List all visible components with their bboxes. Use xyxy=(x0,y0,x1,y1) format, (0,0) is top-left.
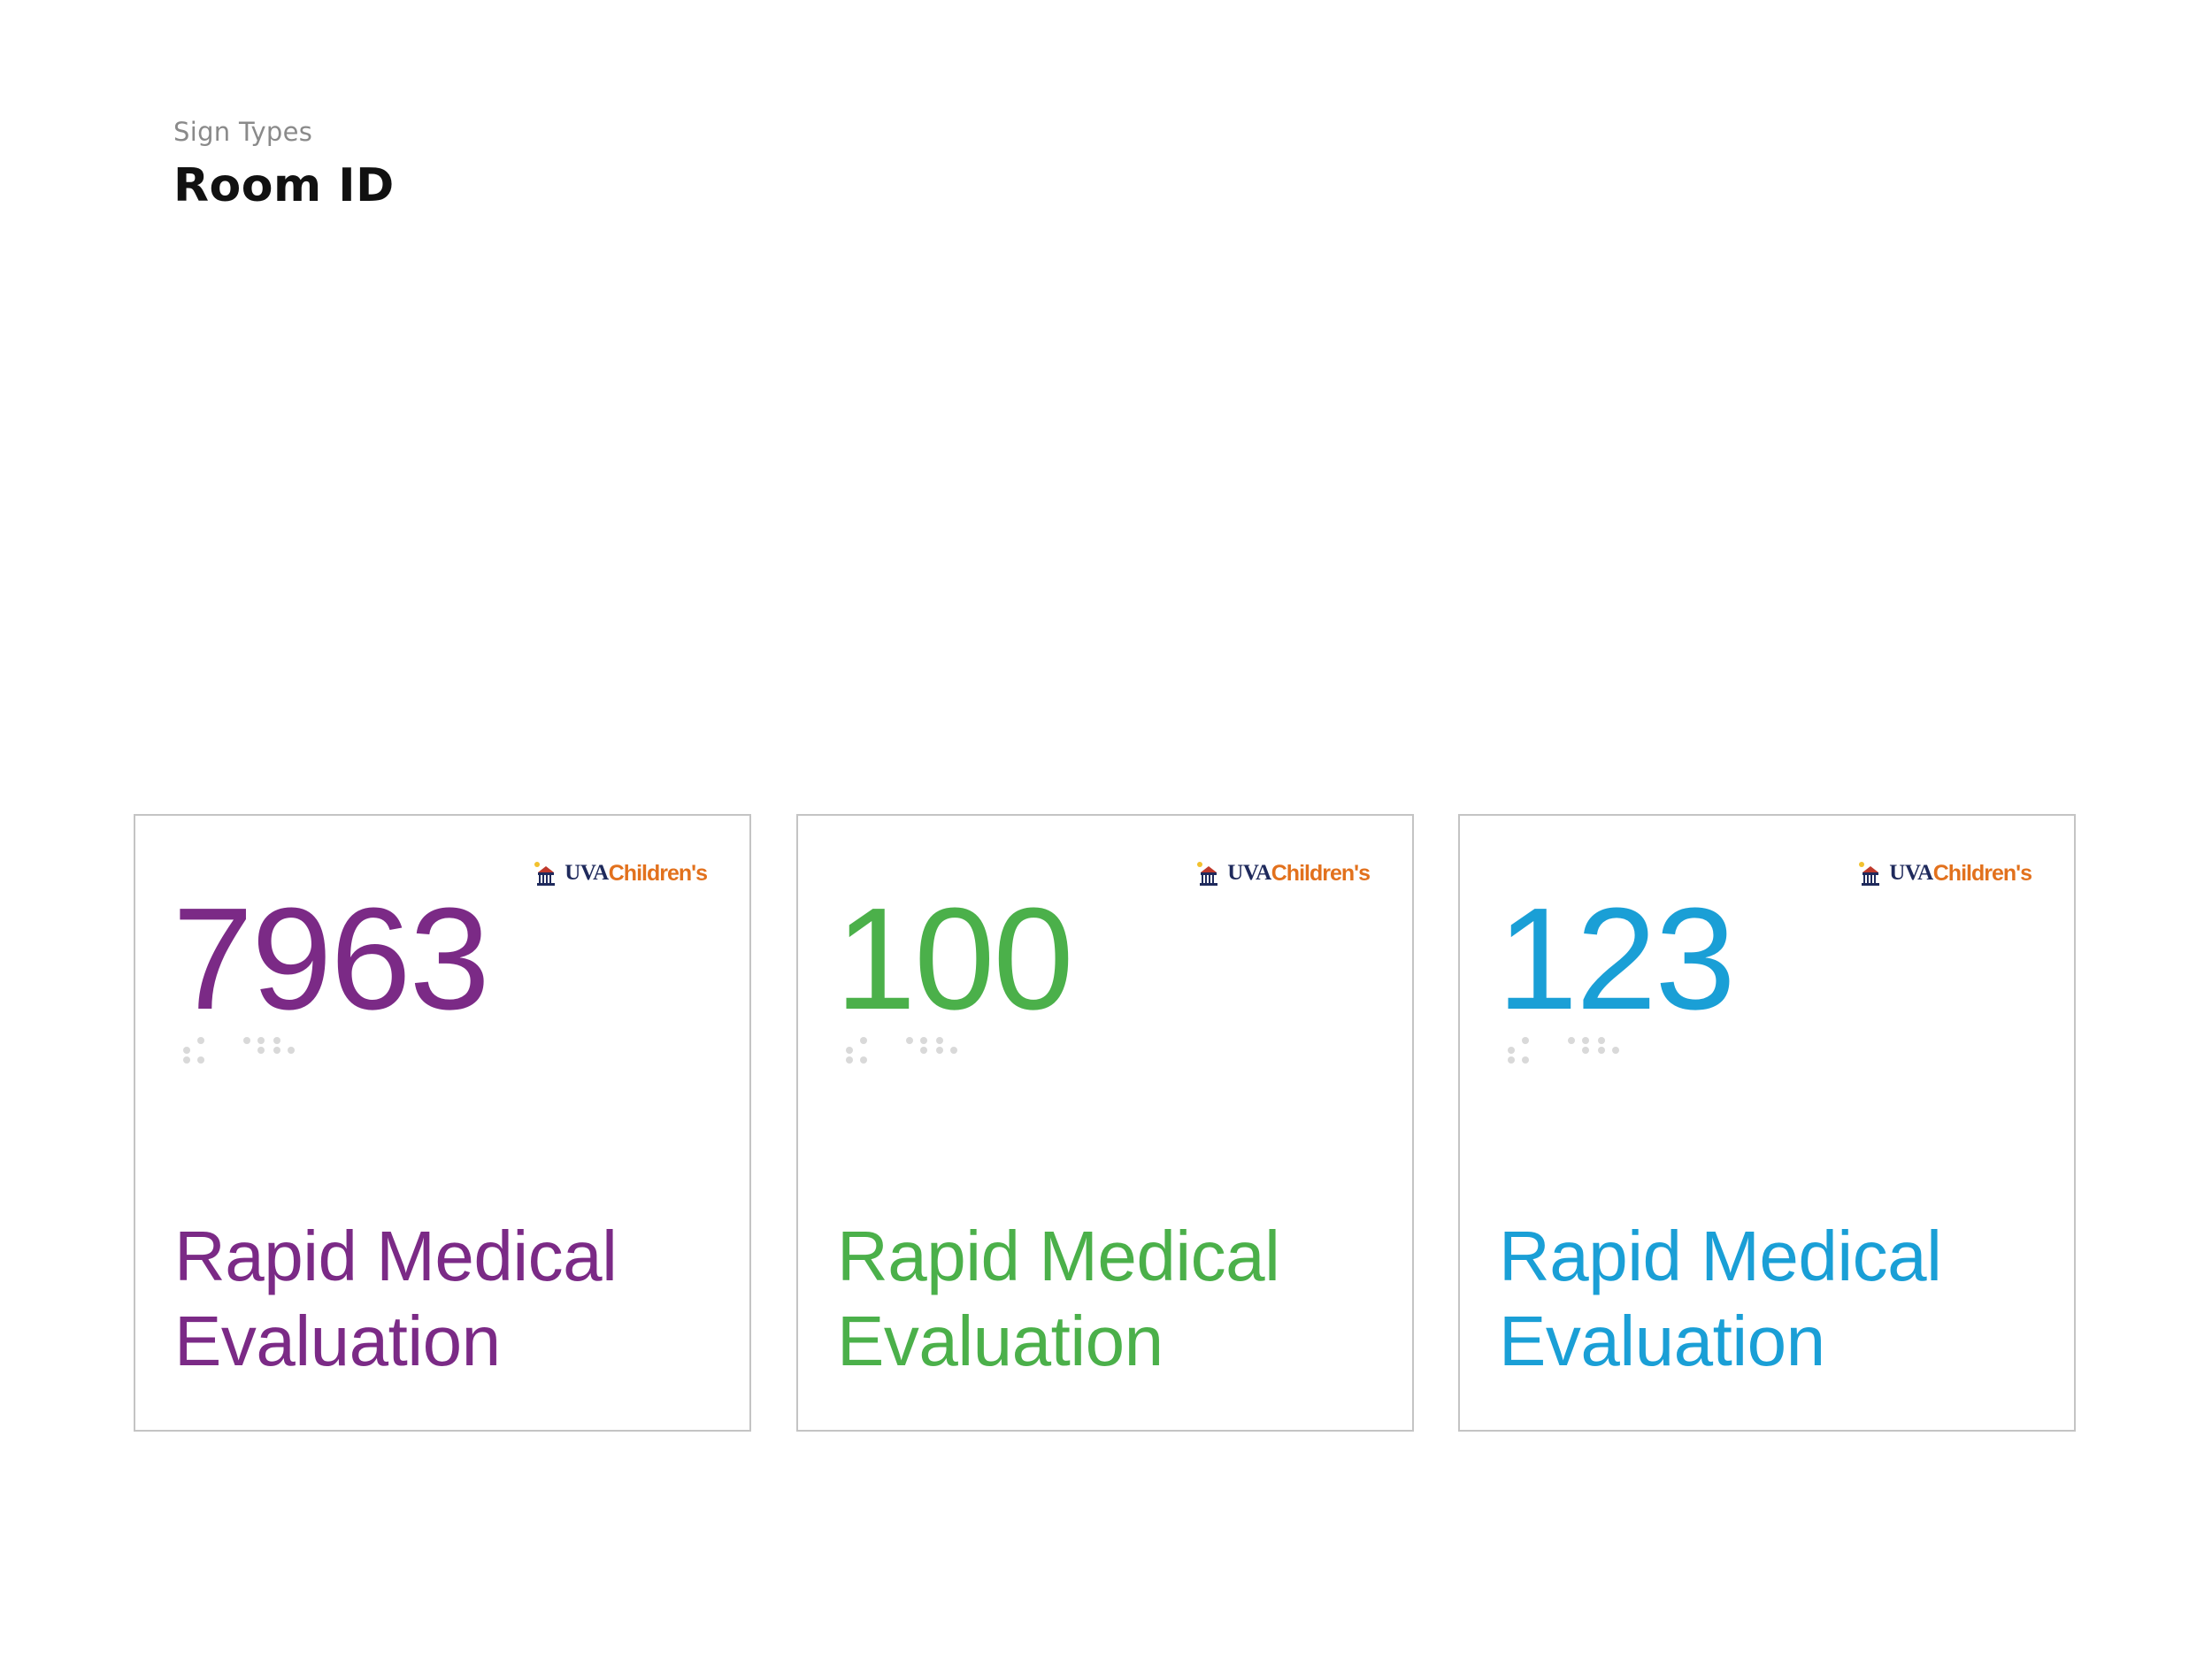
braille-dot xyxy=(936,1047,943,1054)
braille-dot xyxy=(183,1056,190,1064)
header-eyebrow: Sign Types xyxy=(173,117,313,147)
uva-childrens-logo: UVA Children's xyxy=(533,858,708,888)
room-sign: UVA Children's 123 Rapid Medical Evaluat… xyxy=(1458,814,2076,1432)
braille-dot xyxy=(273,1047,280,1054)
room-sign: UVA Children's 7963 Rapid Medical Evalua… xyxy=(134,814,751,1432)
braille-dot xyxy=(257,1047,265,1054)
braille-dot xyxy=(1508,1056,1515,1064)
braille-dot xyxy=(860,1056,867,1064)
uva-rotunda-icon xyxy=(1197,862,1218,886)
room-number: 7963 xyxy=(173,878,490,1040)
braille-dot xyxy=(846,1047,853,1054)
braille-dot xyxy=(936,1037,943,1044)
braille-dot xyxy=(273,1037,280,1044)
room-name: Rapid Medical Evaluation xyxy=(1499,1217,1942,1380)
braille-dot xyxy=(1598,1037,1605,1044)
uva-childrens-logo: UVA Children's xyxy=(1195,858,1371,888)
braille-dot xyxy=(1612,1047,1619,1054)
room-sign: UVA Children's 100 Rapid Medical Evaluat… xyxy=(796,814,1414,1432)
braille-dot xyxy=(860,1037,867,1044)
room-number: 123 xyxy=(1497,878,1736,1040)
braille-dots xyxy=(183,1037,295,1064)
logo-childrens-text: Children's xyxy=(608,860,708,886)
braille-dot xyxy=(1582,1047,1589,1054)
logo-uva-text: UVA xyxy=(1227,861,1271,885)
braille-dot xyxy=(197,1037,204,1044)
room-number: 100 xyxy=(835,878,1074,1040)
braille-dot xyxy=(906,1037,913,1044)
braille-dots xyxy=(846,1037,957,1064)
braille-dot xyxy=(1568,1037,1575,1044)
braille-dot xyxy=(1582,1037,1589,1044)
braille-dot xyxy=(197,1056,204,1064)
braille-dot xyxy=(1522,1037,1529,1044)
room-name: Rapid Medical Evaluation xyxy=(174,1217,618,1380)
logo-uva-text: UVA xyxy=(1889,861,1933,885)
braille-dot xyxy=(1522,1056,1529,1064)
logo-childrens-text: Children's xyxy=(1932,860,2032,886)
uva-childrens-logo: UVA Children's xyxy=(1857,858,2032,888)
braille-dot xyxy=(183,1047,190,1054)
braille-dot xyxy=(920,1047,927,1054)
braille-dot xyxy=(257,1037,265,1044)
room-name: Rapid Medical Evaluation xyxy=(837,1217,1280,1380)
braille-dot xyxy=(243,1037,250,1044)
braille-dot xyxy=(1598,1047,1605,1054)
braille-dot xyxy=(288,1047,295,1054)
braille-dot xyxy=(950,1047,957,1054)
uva-rotunda-icon xyxy=(1859,862,1880,886)
braille-dots xyxy=(1508,1037,1619,1064)
logo-childrens-text: Children's xyxy=(1271,860,1371,886)
page-title: Room ID xyxy=(173,159,395,212)
uva-rotunda-icon xyxy=(534,862,556,886)
logo-uva-text: UVA xyxy=(565,861,609,885)
braille-dot xyxy=(1508,1047,1515,1054)
braille-dot xyxy=(920,1037,927,1044)
braille-dot xyxy=(846,1056,853,1064)
